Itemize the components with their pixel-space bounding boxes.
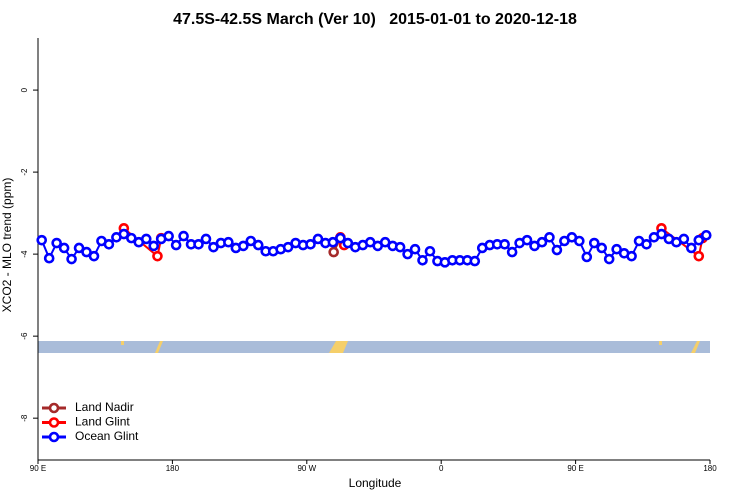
y-tick-label: -6 xyxy=(20,332,29,340)
point xyxy=(544,232,555,243)
x-tick-label: 0 xyxy=(439,464,444,473)
point xyxy=(603,253,615,265)
legend-marker xyxy=(48,417,60,428)
point xyxy=(238,240,249,252)
legend-marker xyxy=(48,431,60,443)
point xyxy=(200,233,212,245)
band xyxy=(38,341,710,353)
point xyxy=(581,251,593,263)
y-tick-label: -4 xyxy=(20,250,29,258)
point xyxy=(693,234,705,246)
point xyxy=(342,237,354,249)
point xyxy=(596,242,608,254)
point xyxy=(282,241,294,253)
point xyxy=(208,241,219,253)
point xyxy=(700,229,712,241)
point xyxy=(163,230,174,242)
y-axis-label: XCO2 - MLO trend (ppm) xyxy=(0,178,14,313)
point xyxy=(170,239,182,251)
point xyxy=(417,254,428,266)
point xyxy=(551,244,563,256)
point xyxy=(140,233,152,245)
x-axis-label: Longitude xyxy=(349,476,402,490)
point xyxy=(409,243,421,255)
point xyxy=(305,238,316,250)
point xyxy=(312,233,324,245)
legend-label: Land Glint xyxy=(75,415,130,429)
band-mark xyxy=(659,341,662,345)
point xyxy=(118,228,130,240)
band-mark xyxy=(329,341,348,353)
point xyxy=(693,250,705,262)
x-tick-label: 90 E xyxy=(30,464,46,473)
point xyxy=(148,240,160,252)
point xyxy=(394,241,406,253)
y-tick-label: -8 xyxy=(20,414,29,422)
band-mark xyxy=(155,341,163,353)
x-tick-label: 180 xyxy=(166,464,180,473)
y-tick-label: 0 xyxy=(20,87,29,92)
point xyxy=(424,245,436,257)
x-tick-label: 90 W xyxy=(297,464,316,473)
point xyxy=(81,246,92,258)
point xyxy=(152,250,163,262)
point xyxy=(626,250,637,262)
band-mark xyxy=(121,341,124,345)
point xyxy=(43,252,55,264)
band-mark xyxy=(691,341,700,353)
point xyxy=(611,243,622,255)
point xyxy=(73,242,85,254)
land-mask-band xyxy=(38,341,710,353)
point xyxy=(656,228,667,240)
legend-label: Ocean Glint xyxy=(75,429,139,443)
point xyxy=(223,236,234,248)
point xyxy=(178,230,189,242)
x-tick-label: 180 xyxy=(703,464,717,473)
point xyxy=(536,236,548,248)
point xyxy=(574,235,585,247)
point xyxy=(588,237,600,249)
point xyxy=(521,234,533,246)
point xyxy=(686,242,697,254)
point xyxy=(327,236,339,248)
point xyxy=(641,238,652,250)
point xyxy=(88,250,100,262)
point xyxy=(66,253,77,265)
point xyxy=(51,237,62,249)
point xyxy=(103,238,115,250)
point xyxy=(328,246,339,258)
legend-label: Land Nadir xyxy=(75,400,134,414)
legend-marker xyxy=(48,402,60,414)
point xyxy=(499,238,510,250)
point xyxy=(506,246,518,258)
point xyxy=(245,235,257,247)
y-tick-label: -2 xyxy=(20,168,29,176)
point xyxy=(126,232,137,244)
chart-title: 47.5S-42.5S March (Ver 10) 2015-01-01 to… xyxy=(173,11,577,28)
x-tick-label: 90 E xyxy=(567,464,583,473)
point xyxy=(402,248,413,260)
point xyxy=(36,234,48,246)
point xyxy=(335,232,346,244)
point xyxy=(469,255,481,267)
point xyxy=(193,238,204,250)
point xyxy=(678,233,690,245)
point xyxy=(58,242,70,254)
point xyxy=(252,239,264,251)
